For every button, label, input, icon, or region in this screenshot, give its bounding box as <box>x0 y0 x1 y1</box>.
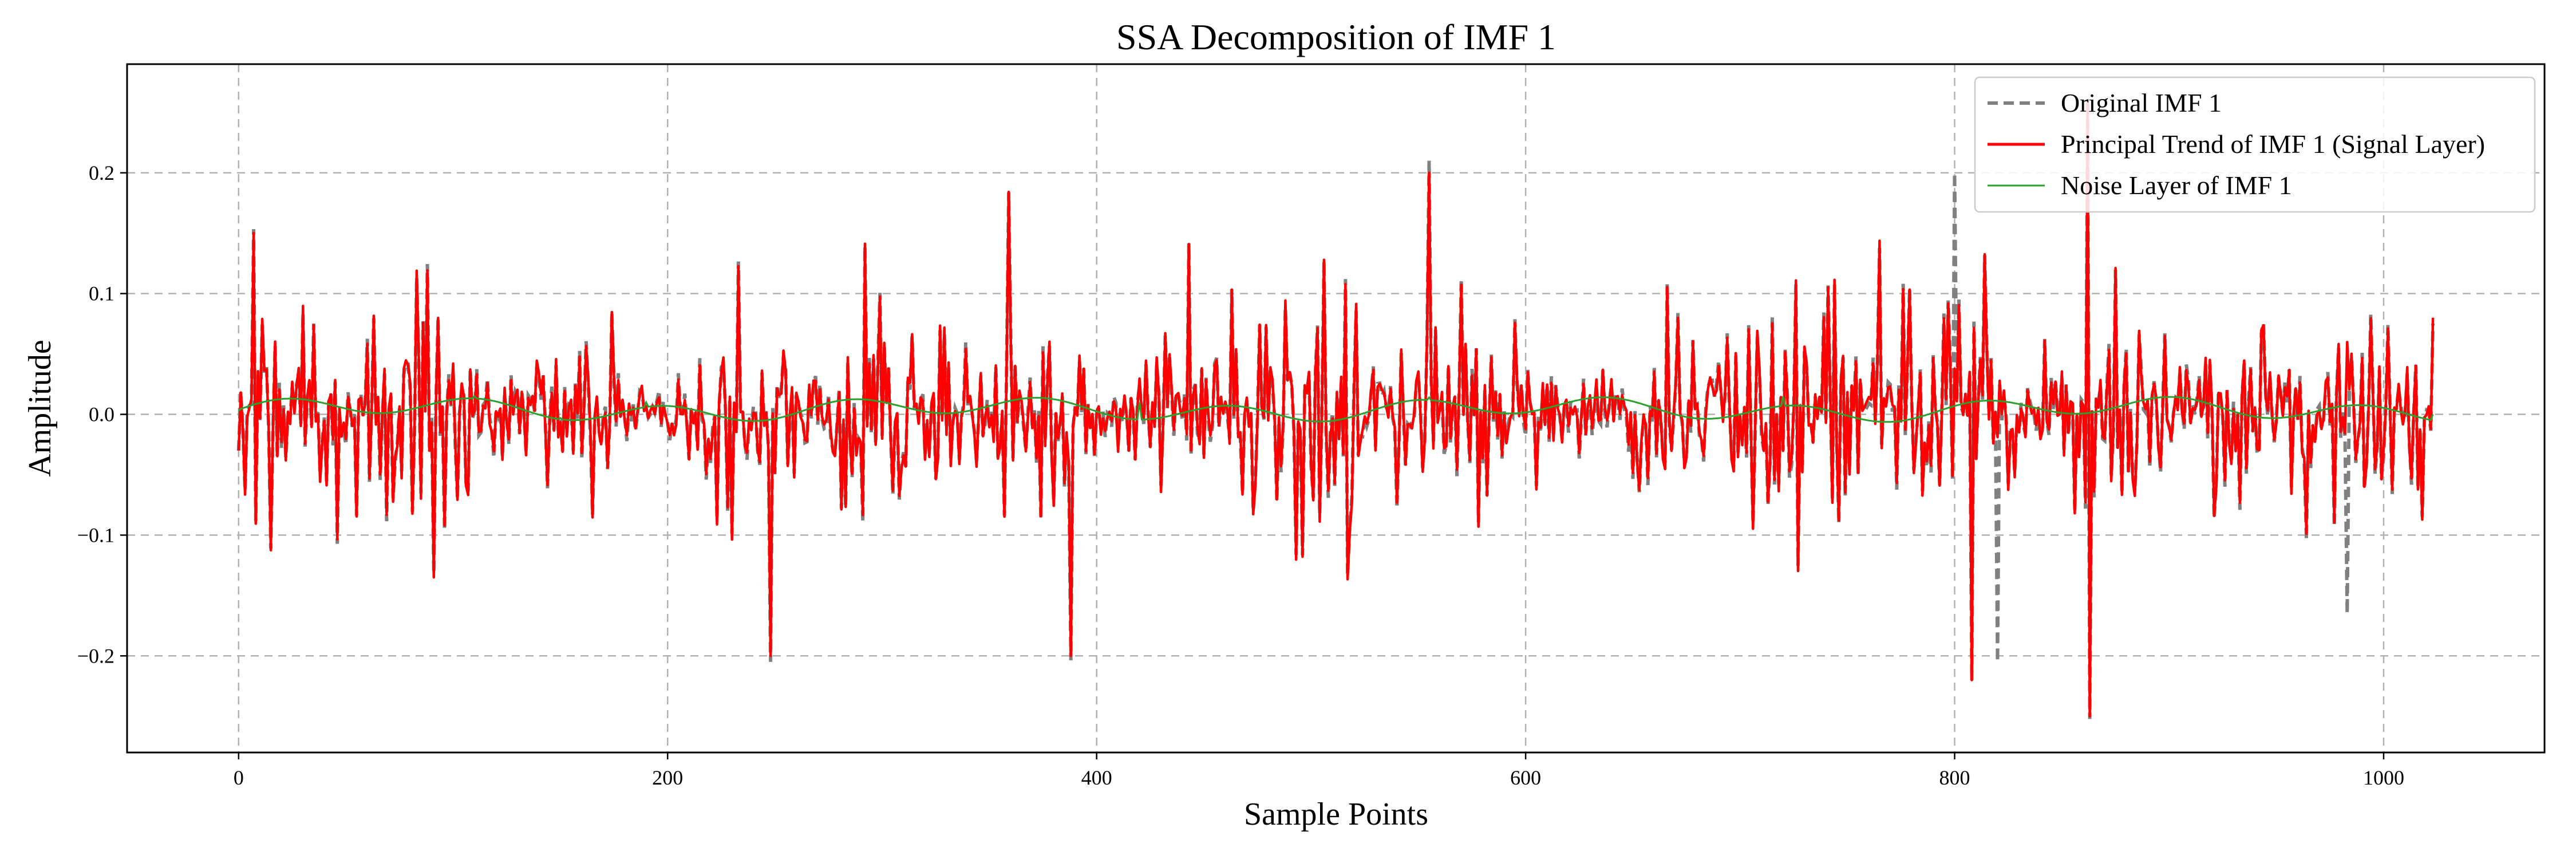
legend-label: Noise Layer of IMF 1 <box>2061 171 2292 200</box>
x-axis: 0 200 400 600 800 1000 <box>234 752 2404 789</box>
x-tick-label: 800 <box>1939 766 1970 789</box>
y-axis-title: Amplitude <box>22 340 58 477</box>
x-tick-label: 0 <box>234 766 244 789</box>
y-tick-label: −0.1 <box>77 523 114 546</box>
legend: Original IMF 1 Principal Trend of IMF 1 (… <box>1974 76 2536 213</box>
y-tick-label: −0.2 <box>77 644 114 667</box>
legend-label: Original IMF 1 <box>2061 88 2222 117</box>
plot-area <box>236 99 2435 719</box>
legend-label: Principal Trend of IMF 1 (Signal Layer) <box>2061 129 2485 159</box>
series-noise-layer <box>238 395 2434 423</box>
y-axis: −0.2 −0.1 0.0 0.1 0.2 <box>77 161 127 667</box>
x-tick-label: 200 <box>652 766 683 789</box>
x-axis-title: Sample Points <box>1244 797 1428 832</box>
chart-title: SSA Decomposition of IMF 1 <box>1116 17 1556 57</box>
axes-frame <box>126 63 2546 754</box>
y-tick-label: 0.1 <box>89 282 114 305</box>
x-tick-label: 600 <box>1510 766 1541 789</box>
x-tick-label: 400 <box>1081 766 1112 789</box>
x-tick-label: 1000 <box>2363 766 2404 789</box>
legend-box <box>1974 76 2536 213</box>
y-tick-label: 0.2 <box>89 161 114 184</box>
y-tick-label: 0.0 <box>89 403 114 426</box>
